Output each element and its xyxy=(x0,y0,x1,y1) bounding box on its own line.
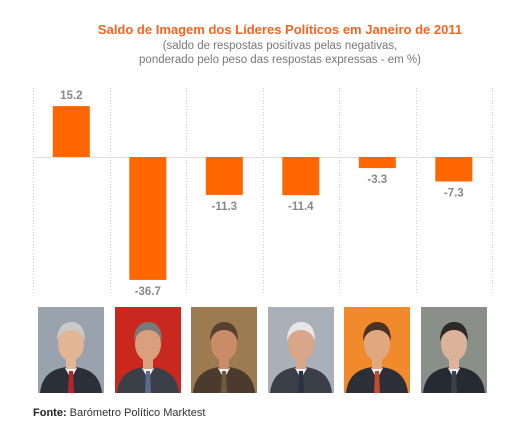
leader-photo-5 xyxy=(344,307,410,393)
bar-4 xyxy=(282,157,320,196)
source-text: Barómetro Político Marktest xyxy=(66,407,206,419)
value-label-2: -36.7 xyxy=(135,286,161,298)
value-label-4: -11.4 xyxy=(288,201,314,213)
bar-3 xyxy=(205,157,243,195)
subtitle-line-2: ponderado pelo peso das respostas expres… xyxy=(139,54,421,66)
bar-6 xyxy=(435,157,473,182)
leader-photo-6 xyxy=(421,307,487,393)
bar-2 xyxy=(129,157,167,280)
portrait-icon xyxy=(268,307,334,393)
leader-photo-3 xyxy=(191,307,257,393)
leader-photo-2 xyxy=(115,307,181,393)
value-label-3: -11.3 xyxy=(212,201,238,213)
portrait-icon xyxy=(191,307,257,393)
portrait-icon xyxy=(115,307,181,393)
portrait-icon xyxy=(38,307,104,393)
bar-5 xyxy=(358,157,396,169)
portrait-icon xyxy=(421,307,487,393)
bar-1 xyxy=(52,106,90,157)
source-label: Fonte: xyxy=(33,407,67,419)
source-note: Fonte: Barómetro Político Marktest xyxy=(33,407,205,419)
leader-photo-4 xyxy=(268,307,334,393)
leader-photo-1 xyxy=(38,307,104,393)
chart-subtitle: (saldo de respostas positivas pelas nega… xyxy=(60,39,500,67)
bar-chart: 15.2 -36.7 -11.3 -11.4 -3.3 -7.3 xyxy=(33,88,493,298)
subtitle-line-1: (saldo de respostas positivas pelas nega… xyxy=(162,40,398,52)
portrait-icon xyxy=(344,307,410,393)
value-label-5: -3.3 xyxy=(367,174,387,186)
chart-title: Saldo de Imagem dos Líderes Políticos em… xyxy=(97,22,463,37)
value-label-6: -7.3 xyxy=(444,188,464,200)
value-label-1: 15.2 xyxy=(60,90,82,102)
